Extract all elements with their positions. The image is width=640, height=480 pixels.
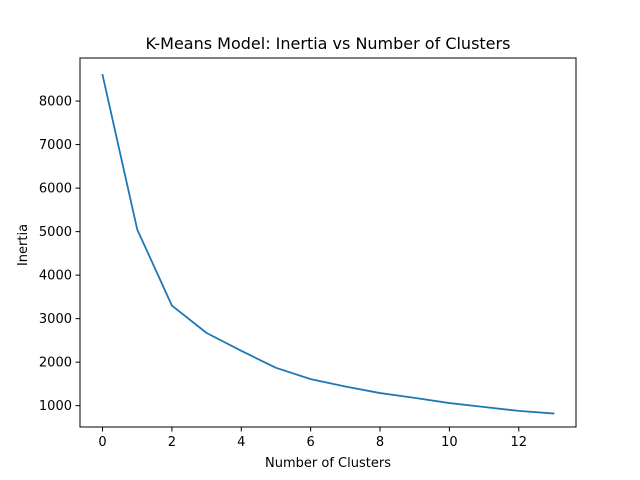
x-tick-label: 4 bbox=[237, 435, 245, 450]
x-tick-label: 12 bbox=[510, 435, 527, 450]
x-tick-label: 0 bbox=[98, 435, 106, 450]
y-tick-label: 2000 bbox=[39, 356, 72, 371]
x-tick-label: 8 bbox=[376, 435, 384, 450]
y-tick-label: 8000 bbox=[39, 95, 72, 110]
x-axis-label: Number of Clusters bbox=[265, 456, 391, 471]
y-tick-label: 6000 bbox=[39, 182, 72, 197]
x-tick-label: 2 bbox=[168, 435, 176, 450]
y-tick-label: 4000 bbox=[39, 269, 72, 284]
y-tick-label: 5000 bbox=[39, 225, 72, 240]
x-tick-label: 6 bbox=[307, 435, 315, 450]
series-line-0 bbox=[101, 73, 555, 415]
x-tick-label: 10 bbox=[441, 435, 458, 450]
plot-area: 0 2 4 6 8 10 12 1000 2000 3000 4000 5000 6000 7000 800… bbox=[39, 57, 577, 450]
chart-title: K-Means Model: Inertia vs Number of Clus… bbox=[146, 34, 511, 53]
y-tick-label: 1000 bbox=[39, 399, 72, 414]
y-axis-label: Inertia bbox=[16, 224, 31, 266]
y-tick-label: 3000 bbox=[39, 312, 72, 327]
plot-frame bbox=[79, 57, 577, 428]
y-tick-label: 7000 bbox=[39, 138, 72, 153]
